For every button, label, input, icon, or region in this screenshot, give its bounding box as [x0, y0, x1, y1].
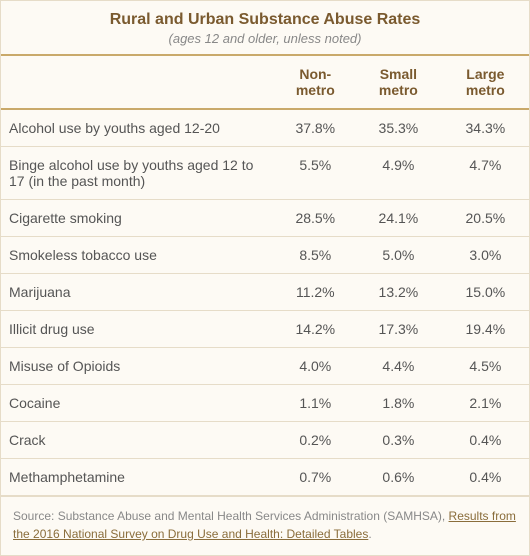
cell-large-metro: 34.3%	[442, 109, 529, 147]
table-row: Methamphetamine0.7%0.6%0.4%	[1, 459, 529, 496]
cell-large-metro: 4.7%	[442, 147, 529, 200]
table-body: Alcohol use by youths aged 12-2037.8%35.…	[1, 109, 529, 496]
table-row: Cigarette smoking28.5%24.1%20.5%	[1, 200, 529, 237]
table-title: Rural and Urban Substance Abuse Rates	[11, 11, 519, 29]
header-small-metro: Small metro	[355, 55, 442, 109]
cell-small-metro: 17.3%	[355, 311, 442, 348]
cell-small-metro: 13.2%	[355, 274, 442, 311]
cell-non-metro: 1.1%	[276, 385, 356, 422]
table-row: Alcohol use by youths aged 12-2037.8%35.…	[1, 109, 529, 147]
row-label: Misuse of Opioids	[1, 348, 276, 385]
table-row: Cocaine1.1%1.8%2.1%	[1, 385, 529, 422]
table-row: Marijuana11.2%13.2%15.0%	[1, 274, 529, 311]
cell-small-metro: 35.3%	[355, 109, 442, 147]
cell-large-metro: 3.0%	[442, 237, 529, 274]
cell-small-metro: 4.9%	[355, 147, 442, 200]
row-label: Marijuana	[1, 274, 276, 311]
cell-non-metro: 11.2%	[276, 274, 356, 311]
cell-non-metro: 28.5%	[276, 200, 356, 237]
cell-small-metro: 5.0%	[355, 237, 442, 274]
row-label: Alcohol use by youths aged 12-20	[1, 109, 276, 147]
table-row: Crack0.2%0.3%0.4%	[1, 422, 529, 459]
header-blank	[1, 55, 276, 109]
cell-large-metro: 4.5%	[442, 348, 529, 385]
cell-large-metro: 2.1%	[442, 385, 529, 422]
cell-non-metro: 0.2%	[276, 422, 356, 459]
header-large-metro: Large metro	[442, 55, 529, 109]
table-row: Smokeless tobacco use8.5%5.0%3.0%	[1, 237, 529, 274]
cell-non-metro: 8.5%	[276, 237, 356, 274]
table-row: Binge alcohol use by youths aged 12 to 1…	[1, 147, 529, 200]
row-label: Cocaine	[1, 385, 276, 422]
cell-small-metro: 4.4%	[355, 348, 442, 385]
footer-suffix: .	[368, 527, 371, 541]
table-row: Misuse of Opioids4.0%4.4%4.5%	[1, 348, 529, 385]
header-non-metro: Non-metro	[276, 55, 356, 109]
cell-non-metro: 4.0%	[276, 348, 356, 385]
cell-small-metro: 0.6%	[355, 459, 442, 496]
cell-large-metro: 19.4%	[442, 311, 529, 348]
title-block: Rural and Urban Substance Abuse Rates (a…	[1, 1, 529, 54]
cell-non-metro: 37.8%	[276, 109, 356, 147]
table-container: Rural and Urban Substance Abuse Rates (a…	[0, 0, 530, 556]
row-label: Binge alcohol use by youths aged 12 to 1…	[1, 147, 276, 200]
cell-large-metro: 0.4%	[442, 422, 529, 459]
cell-small-metro: 0.3%	[355, 422, 442, 459]
table-subtitle: (ages 12 and older, unless noted)	[11, 31, 519, 46]
cell-large-metro: 20.5%	[442, 200, 529, 237]
cell-large-metro: 0.4%	[442, 459, 529, 496]
cell-large-metro: 15.0%	[442, 274, 529, 311]
cell-non-metro: 14.2%	[276, 311, 356, 348]
row-label: Illicit drug use	[1, 311, 276, 348]
row-label: Cigarette smoking	[1, 200, 276, 237]
source-footer: Source: Substance Abuse and Mental Healt…	[1, 496, 529, 555]
row-label: Methamphetamine	[1, 459, 276, 496]
cell-non-metro: 5.5%	[276, 147, 356, 200]
footer-prefix: Source: Substance Abuse and Mental Healt…	[13, 509, 449, 523]
header-row: Non-metro Small metro Large metro	[1, 55, 529, 109]
table-row: Illicit drug use14.2%17.3%19.4%	[1, 311, 529, 348]
row-label: Smokeless tobacco use	[1, 237, 276, 274]
cell-small-metro: 1.8%	[355, 385, 442, 422]
data-table: Non-metro Small metro Large metro Alcoho…	[1, 54, 529, 496]
row-label: Crack	[1, 422, 276, 459]
cell-non-metro: 0.7%	[276, 459, 356, 496]
cell-small-metro: 24.1%	[355, 200, 442, 237]
